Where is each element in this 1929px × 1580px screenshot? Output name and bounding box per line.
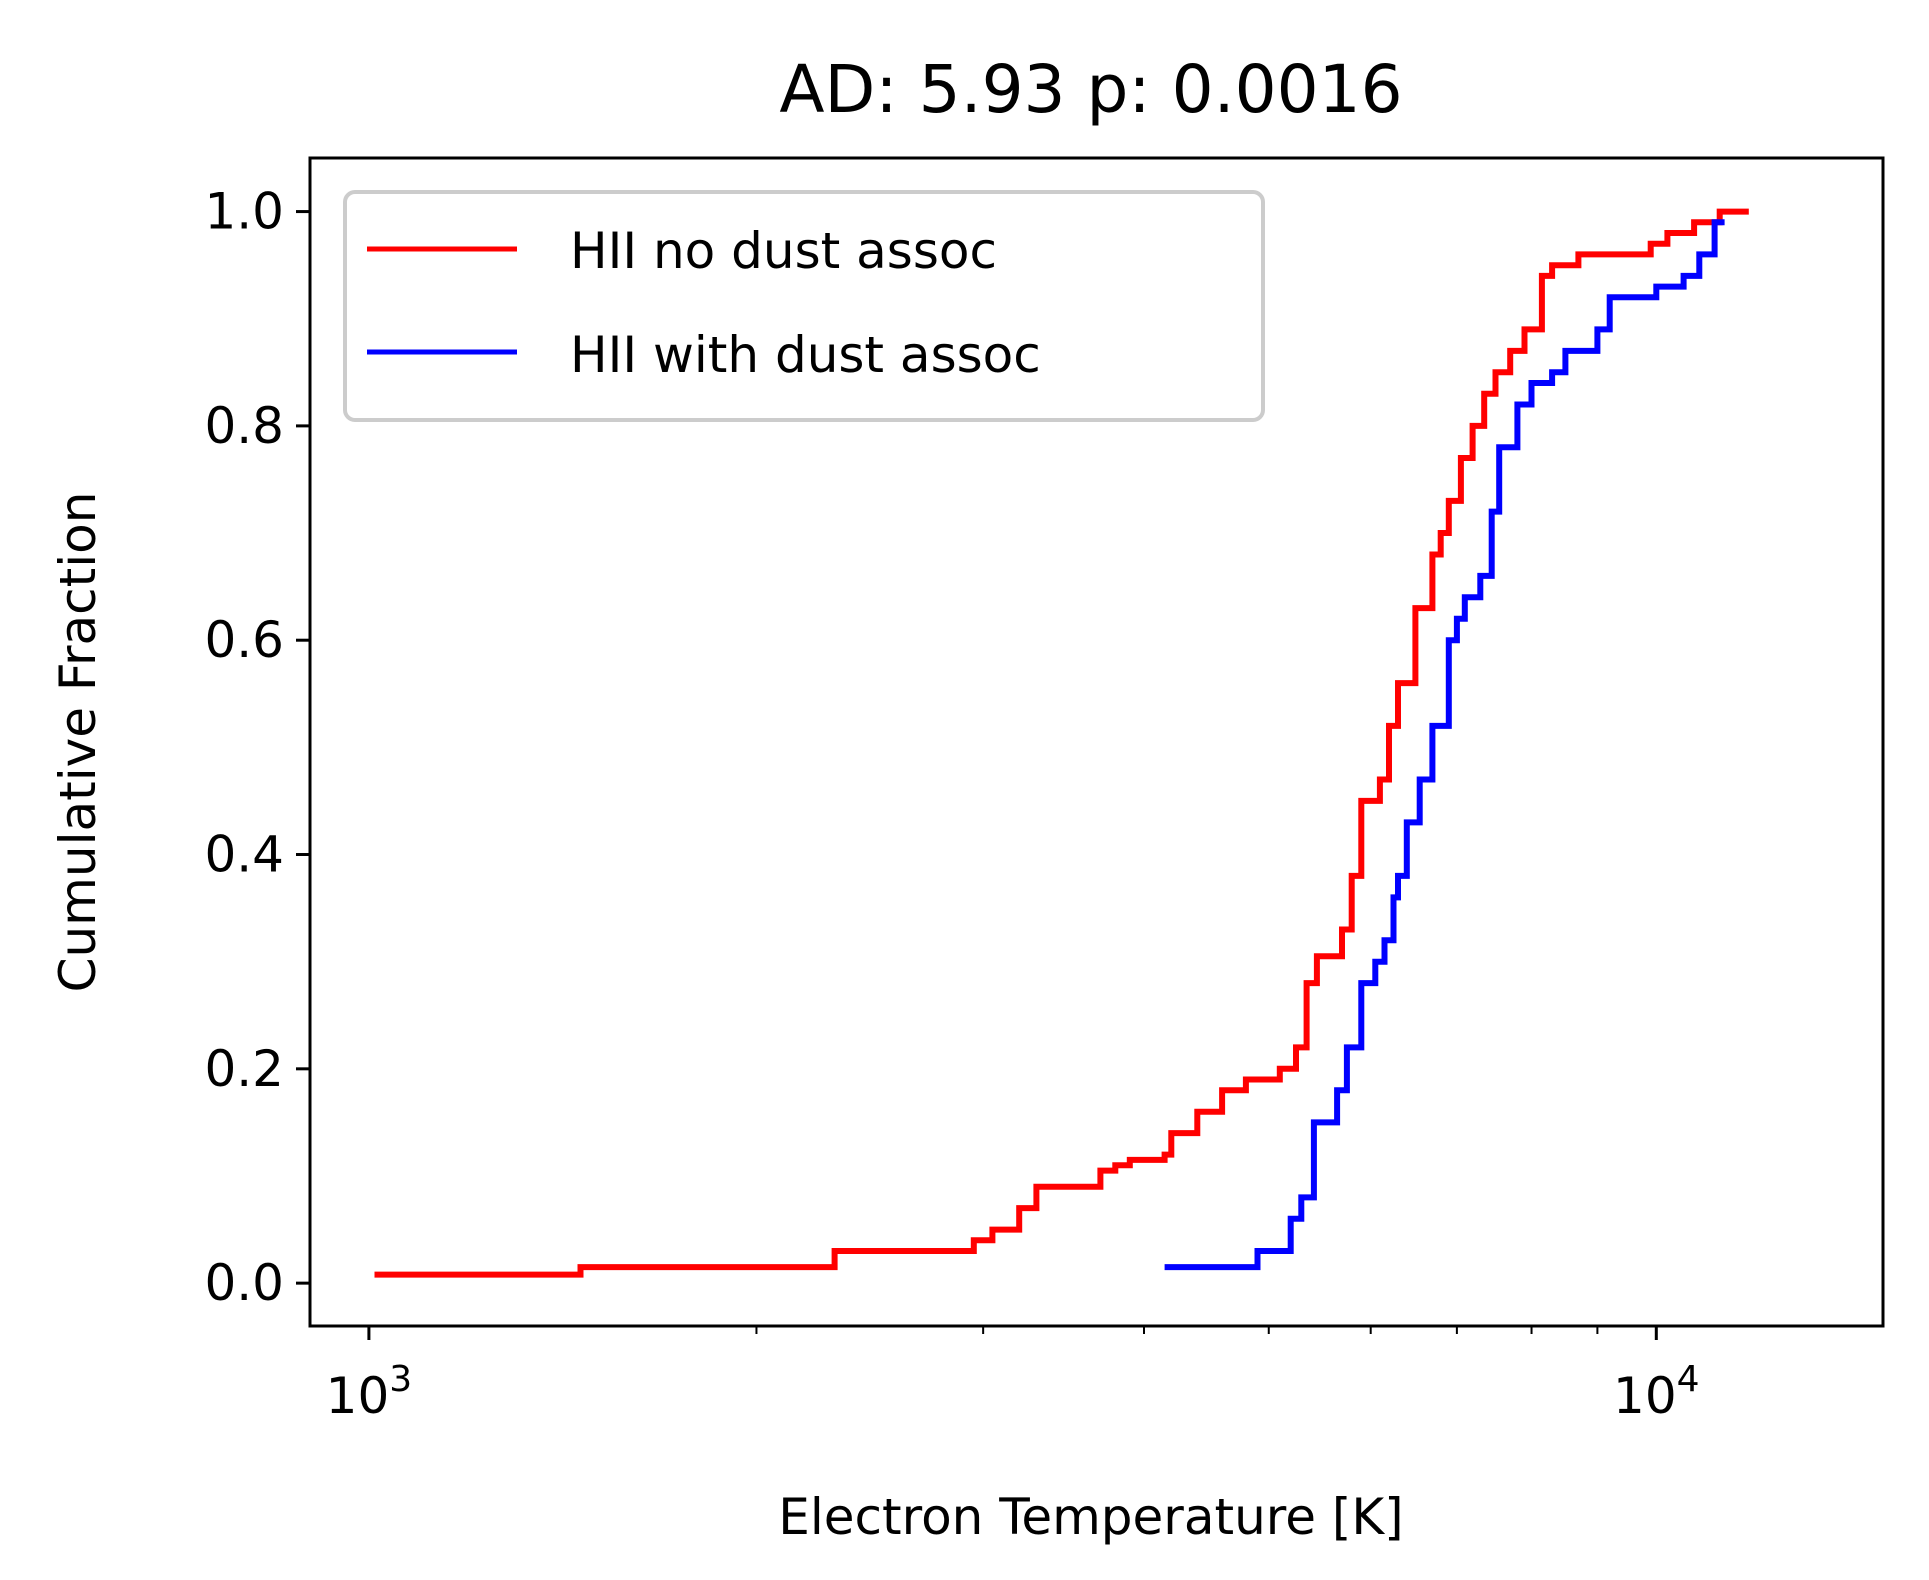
y-tick-label: 0.0 (204, 1254, 284, 1312)
legend-label-no-dust: HII no dust assoc (570, 222, 997, 280)
x-axis-label: Electron Temperature [K] (778, 1488, 1403, 1546)
y-tick-label: 0.8 (204, 397, 284, 455)
plot-area (374, 208, 1749, 1278)
chart-title: AD: 5.93 p: 0.0016 (779, 51, 1402, 128)
x-tick-label: 103 (326, 1359, 413, 1425)
x-tick-label: 104 (1613, 1359, 1700, 1425)
y-axis-label: Cumulative Fraction (49, 492, 107, 993)
axis-ticks: 0.0 0.2 0.4 0.6 0.8 1.0 103 104 (204, 183, 1699, 1425)
series-line-1 (1164, 219, 1725, 1271)
legend-label-with-dust: HII with dust assoc (570, 326, 1041, 384)
y-tick-label: 0.4 (204, 826, 284, 884)
legend-box (343, 190, 1265, 422)
axes-frame (308, 156, 1885, 1328)
series-line-0 (374, 208, 1749, 1278)
y-tick-label: 0.6 (204, 611, 284, 669)
y-tick-label: 0.2 (204, 1040, 284, 1098)
legend: HII no dust assoc HII with dust assoc (343, 190, 1265, 422)
y-tick-label: 1.0 (204, 183, 284, 241)
